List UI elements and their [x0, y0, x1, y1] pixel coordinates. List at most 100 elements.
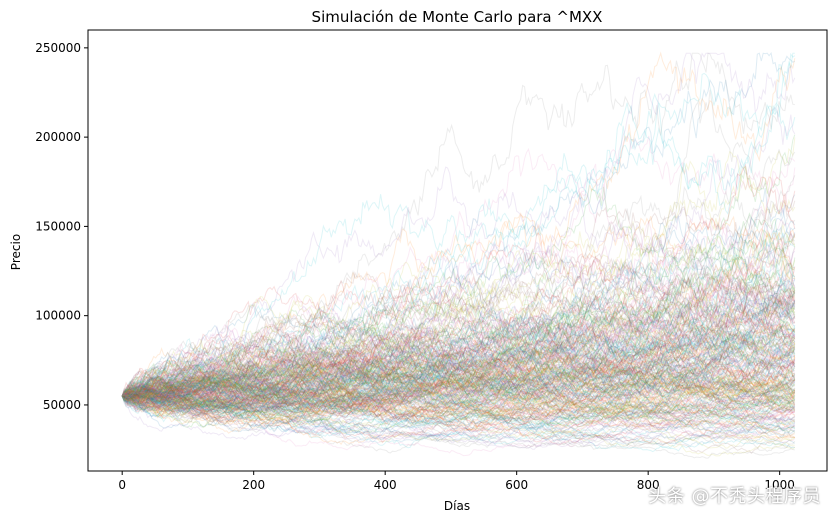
simulation-path — [121, 373, 796, 444]
simulation-path — [121, 342, 796, 418]
simulation-path — [121, 339, 796, 404]
simulation-path — [121, 235, 796, 414]
simulation-path — [121, 360, 796, 412]
simulation-path — [121, 326, 796, 404]
simulation-path — [122, 306, 796, 429]
simulation-path — [122, 358, 795, 418]
simulation-path — [121, 292, 796, 421]
simulation-path — [122, 378, 795, 418]
simulation-path — [121, 278, 796, 399]
simulation-path — [122, 322, 796, 402]
simulation-path — [121, 353, 796, 430]
simulation-path — [122, 362, 796, 410]
simulation-path — [121, 374, 795, 436]
simulation-path — [122, 258, 796, 401]
simulation-path — [121, 274, 796, 397]
simulation-path — [122, 328, 796, 420]
simulation-path — [122, 295, 796, 397]
simulation-path — [121, 332, 796, 408]
simulation-path — [121, 315, 796, 411]
simulation-path — [121, 371, 796, 418]
y-tick-label: 200000 — [35, 130, 81, 144]
simulation-path — [121, 52, 796, 400]
simulation-path — [122, 382, 796, 433]
simulation-path — [121, 384, 795, 446]
simulation-path — [121, 284, 796, 406]
simulation-path — [121, 270, 796, 406]
simulation-path — [121, 346, 796, 400]
simulation-path — [121, 324, 796, 417]
simulation-path — [122, 187, 796, 411]
simulation-path — [121, 274, 796, 399]
simulation-path — [121, 213, 796, 397]
simulation-path — [122, 330, 796, 416]
simulation-path — [121, 297, 796, 413]
simulation-path — [122, 353, 796, 405]
simulation-path — [121, 348, 796, 419]
simulation-path — [121, 388, 796, 433]
simulation-path — [122, 375, 796, 431]
simulation-path — [122, 383, 795, 452]
simulation-path — [122, 389, 796, 457]
simulation-path — [121, 332, 796, 403]
y-tick-label: 250000 — [35, 41, 81, 55]
simulation-path — [122, 376, 796, 428]
simulation-path — [121, 291, 796, 399]
simulation-path — [122, 346, 796, 410]
simulation-path — [122, 270, 795, 417]
simulation-path — [122, 324, 796, 402]
simulation-path — [121, 102, 796, 400]
simulation-path — [122, 343, 795, 406]
simulation-path — [121, 195, 796, 397]
simulation-path — [122, 384, 796, 448]
simulation-path — [121, 135, 796, 397]
simulation-path — [121, 342, 796, 406]
simulation-path — [121, 364, 796, 424]
simulation-path — [121, 264, 796, 406]
simulation-path — [121, 370, 796, 437]
simulation-path — [121, 302, 795, 408]
simulation-path — [121, 353, 796, 428]
simulation-path — [121, 246, 796, 402]
simulation-path — [121, 315, 796, 399]
simulation-path — [121, 356, 796, 426]
simulation-path — [122, 297, 796, 411]
simulation-path — [122, 336, 796, 414]
simulation-path — [121, 289, 796, 404]
simulation-path — [122, 375, 796, 417]
simulation-path — [121, 227, 796, 419]
simulation-path — [121, 194, 796, 406]
simulation-path — [121, 242, 796, 398]
simulation-path — [121, 378, 796, 439]
simulation-path — [121, 329, 795, 403]
simulation-path — [121, 300, 796, 406]
simulation-path — [121, 279, 796, 405]
simulation-path — [122, 229, 796, 407]
simulation-path — [121, 293, 796, 401]
simulation-path — [121, 294, 796, 400]
simulation-path — [122, 293, 796, 414]
simulation-path — [121, 336, 796, 397]
x-axis: 0 200 400 600 800 1000 — [118, 471, 795, 492]
simulation-path — [122, 312, 796, 420]
simulation-path — [121, 225, 796, 415]
simulation-path — [122, 257, 796, 424]
simulation-path — [122, 357, 796, 429]
simulation-path — [121, 370, 796, 422]
simulation-path — [122, 361, 795, 417]
simulation-path — [121, 364, 795, 426]
simulation-path — [121, 359, 796, 430]
simulation-path — [121, 137, 796, 401]
simulation-path — [121, 379, 795, 434]
simulation-path — [121, 156, 796, 401]
simulation-path — [121, 356, 796, 425]
simulation-path — [122, 266, 796, 417]
simulation-path — [121, 326, 796, 404]
simulation-path — [121, 279, 796, 417]
simulation-path — [122, 345, 796, 433]
simulation-path — [121, 378, 795, 422]
simulation-path — [121, 188, 796, 400]
simulation-path — [121, 292, 796, 423]
simulation-path — [121, 374, 795, 446]
